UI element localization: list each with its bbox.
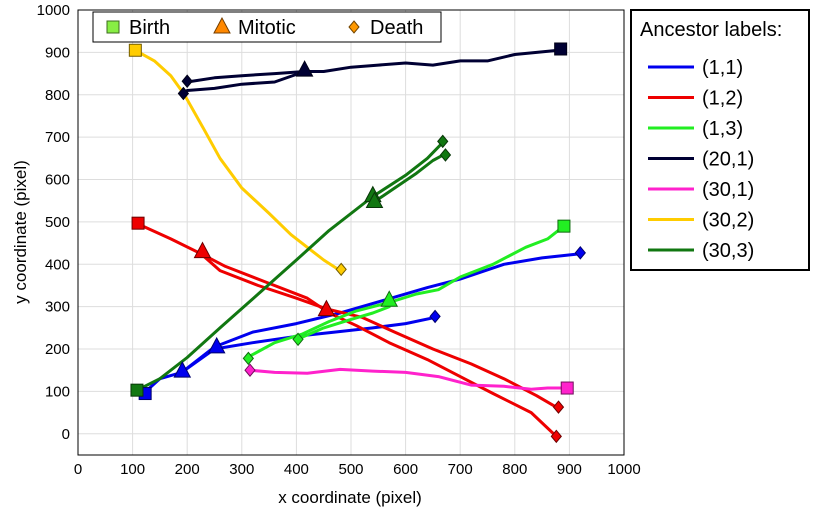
diamond-marker <box>244 363 256 378</box>
y-tick-label: 900 <box>45 44 70 61</box>
event-legend: Birth Mitotic Death <box>92 11 442 43</box>
x-tick-label: 900 <box>557 461 582 478</box>
y-tick-label: 800 <box>45 87 70 104</box>
diamond-marker <box>437 134 449 149</box>
plot-area <box>77 9 625 456</box>
square-marker <box>128 43 142 57</box>
series-track-line <box>199 252 558 438</box>
diamond-marker <box>550 429 562 444</box>
diamond-marker <box>574 246 586 260</box>
series-track-line <box>135 139 446 392</box>
x-tick-label: 700 <box>448 461 473 478</box>
series-legend-label: (30,2) <box>702 210 754 232</box>
y-tick-label: 1000 <box>37 2 70 19</box>
event-legend-box <box>92 11 442 43</box>
diamond-marker <box>177 86 190 101</box>
event-legend-square-icon <box>106 20 120 34</box>
series-legend-label: (1,2) <box>702 88 743 110</box>
y-tick-label: 100 <box>45 383 70 400</box>
triangle-marker <box>193 241 212 259</box>
triangle-marker <box>317 299 336 317</box>
series-legend-label: (20,1) <box>702 149 754 171</box>
event-legend-label: Birth <box>129 17 170 39</box>
triangle-marker <box>380 290 399 307</box>
x-tick-label: 500 <box>338 461 363 478</box>
series-legend: Ancestor labels: (1,1) (1,2) (1,3) (20,1) (3… <box>630 9 810 271</box>
plot-frame <box>77 9 625 456</box>
y-tick-labels: 0 100 200 300 400 500 600 700 800 900 1000 <box>37 2 70 443</box>
markers <box>128 42 586 444</box>
x-tick-label: 400 <box>284 461 309 478</box>
x-tick-label: 300 <box>229 461 254 478</box>
square-marker <box>554 42 568 56</box>
triangle-marker <box>207 336 226 354</box>
y-tick-label: 400 <box>45 256 70 273</box>
triangle-marker <box>295 60 314 77</box>
x-tick-labels: 0 100 200 300 400 500 600 700 800 900 1000 <box>74 461 641 478</box>
y-tick-label: 600 <box>45 172 70 189</box>
series-track-line <box>248 367 569 391</box>
y-tick-label: 200 <box>45 341 70 358</box>
series-track-line <box>245 224 566 359</box>
event-legend-triangle-icon <box>213 16 231 34</box>
event-legend-diamond-icon <box>348 20 360 34</box>
x-tick-label: 0 <box>74 461 82 478</box>
diamond-marker <box>335 262 347 277</box>
x-tick-label: 600 <box>393 461 418 478</box>
x-tick-label: 100 <box>120 461 145 478</box>
y-axis-label: y coordinate (pixel) <box>11 160 30 304</box>
series-legend-title: Ancestor labels: <box>640 19 782 41</box>
triangle-marker <box>365 191 384 209</box>
triangle-marker <box>173 361 192 378</box>
y-tick-label: 300 <box>45 299 70 316</box>
x-tick-label: 1000 <box>607 461 640 478</box>
y-tick-label: 0 <box>62 426 70 443</box>
square-marker <box>560 381 574 395</box>
square-marker <box>130 383 144 397</box>
series-legend-box <box>630 9 810 271</box>
series-legend-label: (30,3) <box>702 240 754 262</box>
diamond-marker <box>292 332 304 347</box>
series-legend-label: (1,3) <box>702 118 743 140</box>
series-track-line <box>185 48 560 84</box>
square-marker <box>557 219 571 233</box>
x-tick-label: 800 <box>502 461 527 478</box>
event-legend-label: Mitotic <box>238 17 296 39</box>
series-legend-label: (1,1) <box>702 57 743 79</box>
x-axis-label: x coordinate (pixel) <box>278 488 422 507</box>
event-legend-label: Death <box>370 17 423 39</box>
diamond-marker <box>429 309 441 324</box>
series-legend-label: (30,1) <box>702 179 754 201</box>
diamond-marker <box>242 351 255 366</box>
x-tick-label: 200 <box>175 461 200 478</box>
diamond-marker <box>552 400 565 414</box>
series-track-line <box>371 152 447 205</box>
diamond-marker <box>181 74 193 88</box>
series-track-line <box>297 305 391 340</box>
square-marker <box>131 216 145 230</box>
y-tick-label: 500 <box>45 214 70 231</box>
y-tick-label: 700 <box>45 129 70 146</box>
diamond-marker <box>439 148 452 162</box>
